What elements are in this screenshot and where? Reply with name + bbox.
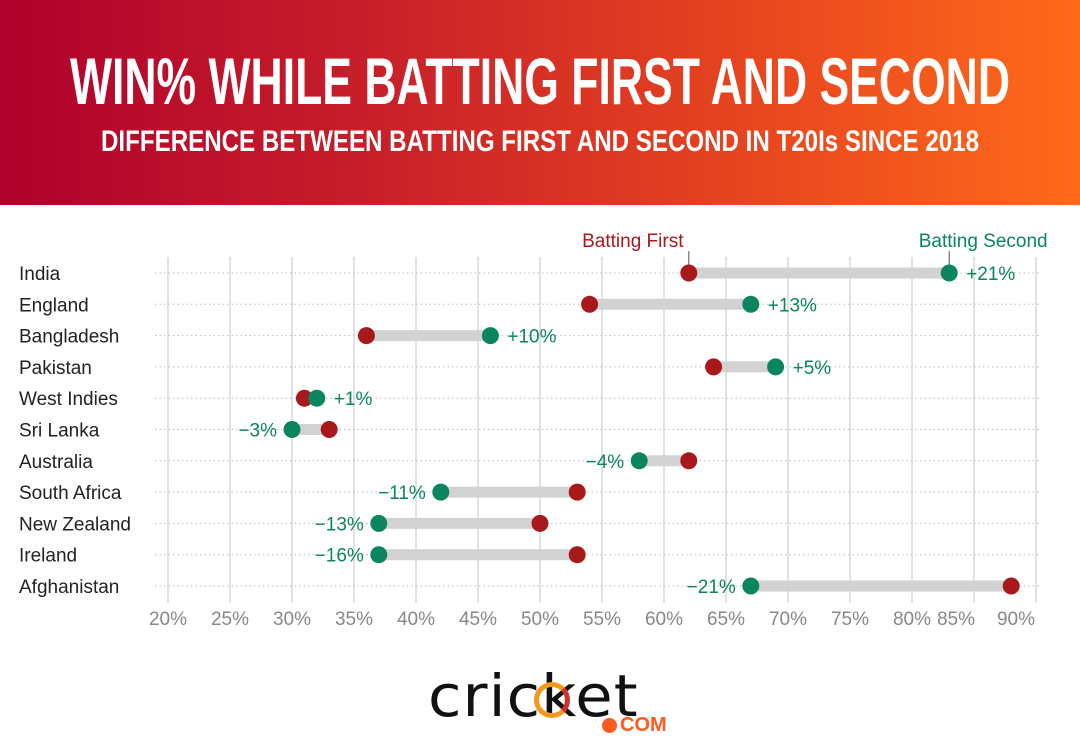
- country-label: England: [19, 295, 89, 316]
- batting-first-dot: [680, 452, 698, 470]
- difference-label: −16%: [315, 546, 364, 567]
- difference-label: −3%: [238, 421, 277, 442]
- batting-second-dot: [308, 389, 326, 407]
- batting-first-dot: [295, 389, 313, 407]
- x-tick-label: 30%: [273, 609, 311, 630]
- country-label: Bangladesh: [19, 327, 119, 348]
- x-tick-label: 55%: [583, 609, 621, 630]
- batting-first-dot: [320, 421, 338, 438]
- difference-label: +10%: [507, 327, 556, 348]
- batting-first-dot: [568, 483, 586, 501]
- country-label: Australia: [19, 452, 93, 473]
- country-label: South Africa: [19, 483, 122, 504]
- difference-label: −11%: [378, 483, 426, 504]
- batting-second-dot: [432, 483, 450, 501]
- batting-first-dot: [357, 327, 375, 345]
- x-tick-label: 85%: [937, 609, 975, 630]
- cricket-com-logo: cricket COM: [428, 662, 667, 740]
- x-tick-label: 35%: [335, 609, 373, 630]
- difference-label: +13%: [768, 295, 817, 316]
- batting-second-dot: [742, 577, 760, 595]
- x-tick-label: 70%: [769, 609, 807, 630]
- batting-second-dot: [940, 264, 958, 282]
- x-tick-label: 65%: [707, 609, 745, 630]
- country-label: Afghanistan: [19, 577, 119, 598]
- batting-first-dot: [531, 514, 549, 532]
- difference-label: +1%: [334, 389, 373, 410]
- x-tick-label: 80%: [893, 609, 931, 630]
- x-tick-label: 90%: [997, 609, 1035, 630]
- difference-label: −4%: [586, 452, 625, 473]
- batting-first-dot: [1002, 577, 1020, 595]
- batting-second-dot: [767, 358, 785, 376]
- batting-second-dot: [630, 452, 648, 470]
- x-tick-label: 45%: [459, 609, 497, 630]
- logo-suffix: COM: [620, 714, 667, 736]
- x-tick-label: 25%: [211, 609, 249, 630]
- batting-second-dot: [370, 514, 388, 532]
- cricket-ball-icon: [534, 682, 570, 718]
- country-label: Pakistan: [19, 358, 92, 379]
- x-tick-label: 75%: [831, 609, 869, 630]
- country-label: Ireland: [19, 546, 77, 567]
- x-tick-label: 50%: [521, 609, 559, 630]
- country-label: Sri Lanka: [19, 421, 100, 442]
- batting-first-dot: [680, 264, 698, 282]
- legend-batting-first: Batting First: [582, 231, 684, 252]
- legend-batting-second: Batting Second: [919, 231, 1048, 252]
- logo-dot-icon: [602, 718, 617, 733]
- country-label: West Indies: [19, 389, 118, 410]
- x-tick-label: 40%: [397, 609, 435, 630]
- difference-label: −13%: [315, 514, 364, 535]
- batting-second-dot: [742, 295, 760, 313]
- batting-second-dot: [283, 421, 301, 438]
- batting-first-dot: [705, 358, 723, 376]
- country-label: New Zealand: [19, 514, 131, 535]
- difference-label: +5%: [793, 358, 832, 379]
- difference-label: −21%: [687, 577, 736, 598]
- chart-title: WIN% WHILE BATTING FIRST AND SECOND: [70, 44, 1010, 118]
- batting-second-dot: [370, 546, 388, 564]
- chart-subtitle: DIFFERENCE BETWEEN BATTING FIRST AND SEC…: [101, 125, 979, 158]
- batting-second-dot: [481, 327, 499, 345]
- x-tick-label: 60%: [645, 609, 683, 630]
- dumbbell-chart: 20% 25% 30% 35% 40% 45% 50% 55% 60% 65% 70% 75% 80% 8…: [19, 231, 1048, 630]
- batting-first-dot: [568, 546, 586, 564]
- x-tick-label: 20%: [149, 609, 187, 630]
- header-banner: WIN% WHILE BATTING FIRST AND SECOND DIFF…: [0, 0, 1080, 205]
- header-text: WIN% WHILE BATTING FIRST AND SECOND DIFF…: [70, 44, 1010, 158]
- country-label: India: [19, 264, 61, 285]
- batting-first-dot: [581, 295, 599, 313]
- difference-label: +21%: [966, 264, 1015, 285]
- logo-word: cricket: [428, 662, 639, 730]
